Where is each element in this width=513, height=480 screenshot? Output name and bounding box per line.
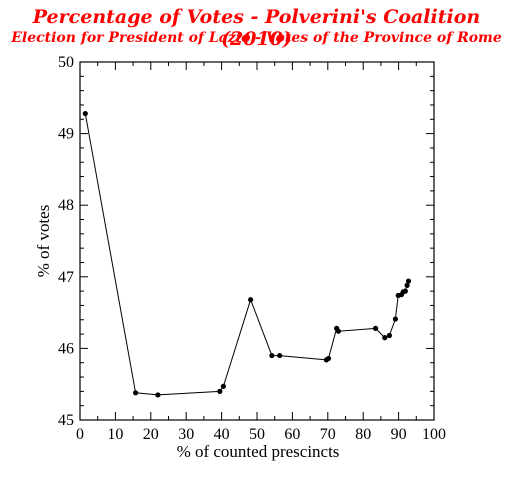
y-tick-label: 46 (58, 340, 74, 357)
data-point (404, 282, 410, 288)
data-point (269, 352, 275, 359)
y-tick-label: 49 (58, 126, 74, 143)
data-point (217, 388, 223, 394)
axis-ticks (79, 61, 435, 421)
y-tick-label: 47 (58, 269, 74, 286)
y-tick-label: 45 (58, 412, 74, 429)
tick-labels: 0 10 20 30 40 50 60 70 80 90 100 45 46 47 48 49 50 (58, 54, 446, 443)
data-point (155, 392, 161, 398)
x-tick-label: 80 (355, 426, 371, 443)
chart-title: Percentage of Votes - Polverini's Coalit… (32, 6, 481, 50)
data-point (277, 352, 283, 359)
y-axis-label: % of votes (34, 205, 53, 278)
x-tick-label: 20 (143, 426, 159, 443)
series-line (84, 113, 409, 396)
data-point (386, 332, 392, 339)
x-axis-label: % of counted prescincts (177, 442, 340, 461)
data-point (372, 325, 379, 331)
data-points (82, 110, 412, 398)
x-tick-label: 10 (107, 426, 123, 443)
y-tick-label: 48 (58, 197, 74, 214)
chart-subtitle: Election for President of Lazio - Votes … (11, 30, 502, 46)
data-point (402, 288, 408, 294)
x-tick-label: 30 (178, 426, 194, 443)
x-tick-label: 90 (391, 426, 407, 443)
data-point (220, 383, 226, 389)
x-tick-label: 50 (249, 426, 265, 443)
data-point (382, 335, 388, 341)
data-point (325, 355, 332, 362)
data-point (82, 110, 88, 117)
x-tick-label: 40 (214, 426, 230, 443)
y-tick-label: 50 (58, 54, 74, 71)
data-point (248, 297, 254, 303)
data-point (392, 316, 399, 322)
x-tick-label: 100 (422, 426, 446, 443)
data-point (132, 390, 139, 396)
x-tick-label: 70 (320, 426, 336, 443)
x-tick-label: 60 (284, 426, 300, 443)
x-tick-label: 0 (76, 426, 84, 443)
data-point (335, 328, 342, 334)
data-point (405, 278, 412, 284)
plot-frame (79, 61, 435, 421)
